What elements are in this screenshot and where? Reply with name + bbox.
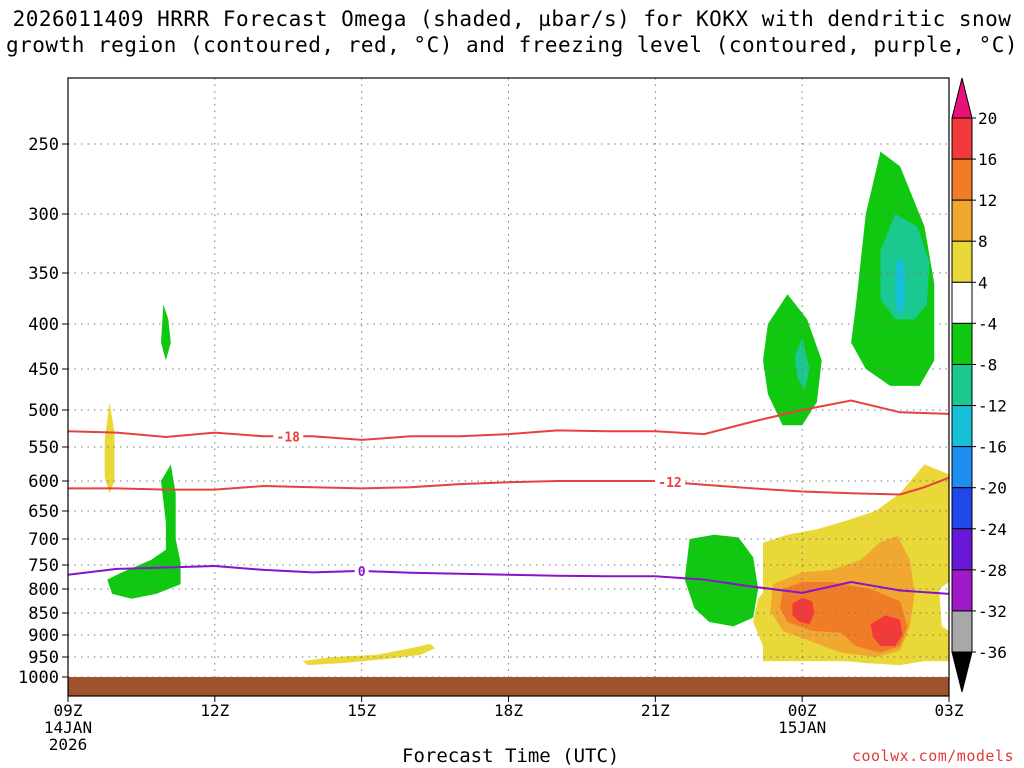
colorbar-label--32: -32 xyxy=(978,602,1007,621)
omega-region-sinking-motion-14z-16z xyxy=(302,643,436,666)
colorbar-label--12: -12 xyxy=(978,397,1007,416)
omega-region-upward-motion-17z xyxy=(449,347,477,497)
omega-region-upward-motion-20z-03z xyxy=(596,78,949,644)
colorbar-label--16: -16 xyxy=(978,438,1007,457)
x-tick-label-15: 00Z xyxy=(788,701,817,720)
colorbar-bin-12 xyxy=(951,158,973,201)
contour-label-bg-dgz-minus-18 xyxy=(273,428,304,445)
y-tick-label-650: 650 xyxy=(28,502,59,522)
omega-region-upward-motion-02z-core3 xyxy=(895,256,905,315)
chart-title-line2: growth region (contoured, red, °C) and f… xyxy=(5,33,1019,57)
pressure-axis: 2503003504004505005506006507007508008509… xyxy=(18,135,68,688)
contour-label-dgz-minus-18: -18 xyxy=(277,430,301,445)
contour-label-bg-dgz-minus-12 xyxy=(655,474,686,491)
credit-text: coolwx.com/models xyxy=(851,747,1014,765)
x-axis-title: Forecast Time (UTC) xyxy=(402,745,620,767)
y-tick-label-700: 700 xyxy=(28,530,59,550)
colorbar-label-16: 16 xyxy=(978,150,997,169)
x-tick-label-0: 09Z xyxy=(54,701,83,720)
colorbar-label-8: 8 xyxy=(978,232,988,251)
omega-region-upward-motion-00z-aloft xyxy=(780,166,812,279)
colorbar-bin--4 xyxy=(951,281,973,324)
colorbar-bin-4 xyxy=(951,240,973,283)
x-tick-sublabel1-0: 14JAN xyxy=(44,718,92,737)
colorbar-label-12: 12 xyxy=(978,191,997,210)
y-tick-label-850: 850 xyxy=(28,604,59,624)
omega-region-upward-motion-10-11z xyxy=(90,244,259,622)
y-tick-label-900: 900 xyxy=(28,626,59,646)
colorbar-label--4: -4 xyxy=(978,314,997,333)
y-tick-label-1000: 1000 xyxy=(18,668,59,688)
omega-region-sinking-motion-02z-core3 xyxy=(870,615,903,647)
contour-label-freezing-level-0: 0 xyxy=(358,565,366,580)
colorbar-bin--36 xyxy=(951,610,973,653)
y-tick-label-550: 550 xyxy=(28,438,59,458)
colorbar-bin--20 xyxy=(951,446,973,489)
y-tick-label-600: 600 xyxy=(28,472,59,492)
x-tick-label-3: 12Z xyxy=(200,701,229,720)
x-tick-sublabel2-0: 2026 xyxy=(49,735,88,754)
x-tick-label-18: 03Z xyxy=(935,701,964,720)
y-tick-label-500: 500 xyxy=(28,401,59,421)
colorbar-bin--32 xyxy=(951,569,973,612)
y-tick-label-950: 950 xyxy=(28,648,59,668)
colorbar-label--8: -8 xyxy=(978,355,997,374)
y-tick-label-800: 800 xyxy=(28,580,59,600)
omega-region-sinking-motion-10z xyxy=(104,402,115,494)
omega-colorbar: 20 16 12 8 4 -4 -8 -12 -16 -20 -24 -28 -32 -36 xyxy=(951,77,1007,693)
colorbar-bin--16 xyxy=(951,405,973,448)
colorbar-bin-8 xyxy=(951,199,973,242)
contour-dgz-minus-18 xyxy=(68,399,949,441)
contour-layer: -18 -12 0 xyxy=(68,399,949,595)
y-tick-label-300: 300 xyxy=(28,205,59,225)
chart-title-line1: 2026011409 HRRR Forecast Omega (shaded, … xyxy=(12,7,1012,31)
colorbar-bottom-arrow xyxy=(951,651,973,693)
colorbar-bin-16 xyxy=(951,117,973,160)
colorbar-bin--8 xyxy=(951,322,973,365)
chart-title: 2026011409 HRRR Forecast Omega (shaded, … xyxy=(0,6,1024,58)
omega-region-upward-motion-10-11z-core xyxy=(107,464,181,599)
terrain-ground-bar xyxy=(68,677,949,696)
colorbar-bin--28 xyxy=(951,528,973,571)
contour-label-bg-freezing-level-0 xyxy=(354,562,369,579)
y-tick-label-450: 450 xyxy=(28,360,59,380)
colorbar-bin--12 xyxy=(951,363,973,407)
omega-region-upward-motion-21z-core xyxy=(684,534,759,627)
contour-label-dgz-minus-12: -12 xyxy=(658,476,681,491)
colorbar-label-20: 20 xyxy=(978,109,997,128)
x-tick-label-9: 18Z xyxy=(494,701,523,720)
contour-dgz-minus-12 xyxy=(68,476,949,496)
omega-region-sinking-motion-00z-core3 xyxy=(792,597,815,625)
x-tick-label-6: 15Z xyxy=(347,701,376,720)
colorbar-label--24: -24 xyxy=(978,520,1007,539)
y-tick-label-400: 400 xyxy=(28,315,59,335)
omega-region-upward-motion-00z-core xyxy=(763,294,822,426)
colorbar-label--28: -28 xyxy=(978,561,1007,580)
colorbar-label--20: -20 xyxy=(978,479,1007,498)
omega-shading-layer xyxy=(90,78,949,666)
y-tick-label-250: 250 xyxy=(28,135,59,155)
contour-freezing-level-0 xyxy=(68,564,949,595)
y-tick-label-350: 350 xyxy=(28,264,59,284)
x-tick-sublabel1-15: 15JAN xyxy=(778,718,826,737)
omega-region-upward-motion-10-11z-core2 xyxy=(161,304,171,361)
colorbar-label--36: -36 xyxy=(978,643,1007,662)
colorbar-label-4: 4 xyxy=(978,273,988,292)
y-tick-label-750: 750 xyxy=(28,556,59,576)
colorbar-top-arrow xyxy=(951,77,973,119)
omega-region-upward-motion-02z-core2 xyxy=(880,214,930,320)
colorbar-bin--24 xyxy=(951,487,973,530)
x-tick-label-12: 21Z xyxy=(641,701,670,720)
